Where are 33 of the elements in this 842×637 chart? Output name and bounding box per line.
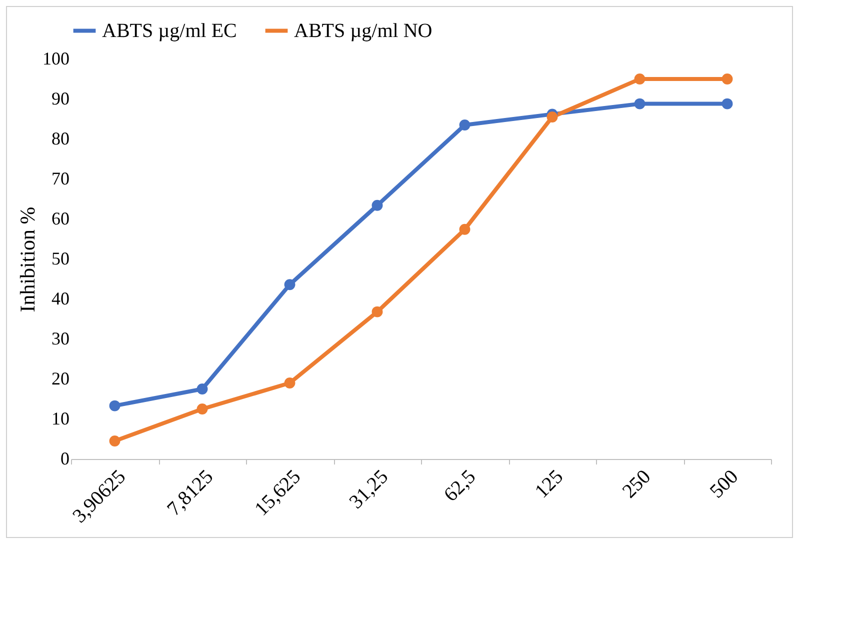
x-tick-label: 125 [530, 466, 568, 503]
y-tick-label: 40 [52, 288, 70, 308]
point [109, 400, 120, 412]
legend-label: ABTS µg/ml NO [294, 20, 432, 42]
point [372, 306, 383, 318]
x-tick-label: 62,5 [440, 466, 480, 506]
point [722, 74, 733, 84]
point [284, 279, 296, 290]
point [722, 98, 733, 110]
y-tick-label: 100 [42, 48, 70, 68]
point [372, 200, 383, 211]
y-tick-label: 20 [52, 368, 70, 388]
point [196, 404, 208, 414]
point [284, 378, 296, 388]
y-tick-label: 30 [52, 328, 70, 348]
y-tick-label: 90 [52, 88, 70, 108]
y-tick-label: 50 [52, 248, 70, 268]
point [196, 384, 208, 394]
y-tick-label: 70 [52, 168, 70, 188]
point [634, 98, 646, 110]
x-tick-label: 500 [706, 466, 743, 503]
point [546, 112, 558, 122]
x-tick-label: 250 [618, 466, 656, 503]
y-tick-label: 10 [52, 408, 70, 428]
y-tick-label: 60 [52, 208, 70, 228]
point [109, 436, 120, 446]
y-tick-label: 0 [60, 448, 70, 468]
point [634, 74, 646, 84]
point [459, 120, 470, 130]
point [459, 224, 470, 235]
y-tick-label: 80 [52, 128, 70, 148]
y-axis-title: Inhibition % [16, 206, 40, 312]
legend-label: ABTS µg/ml EC [102, 20, 237, 42]
